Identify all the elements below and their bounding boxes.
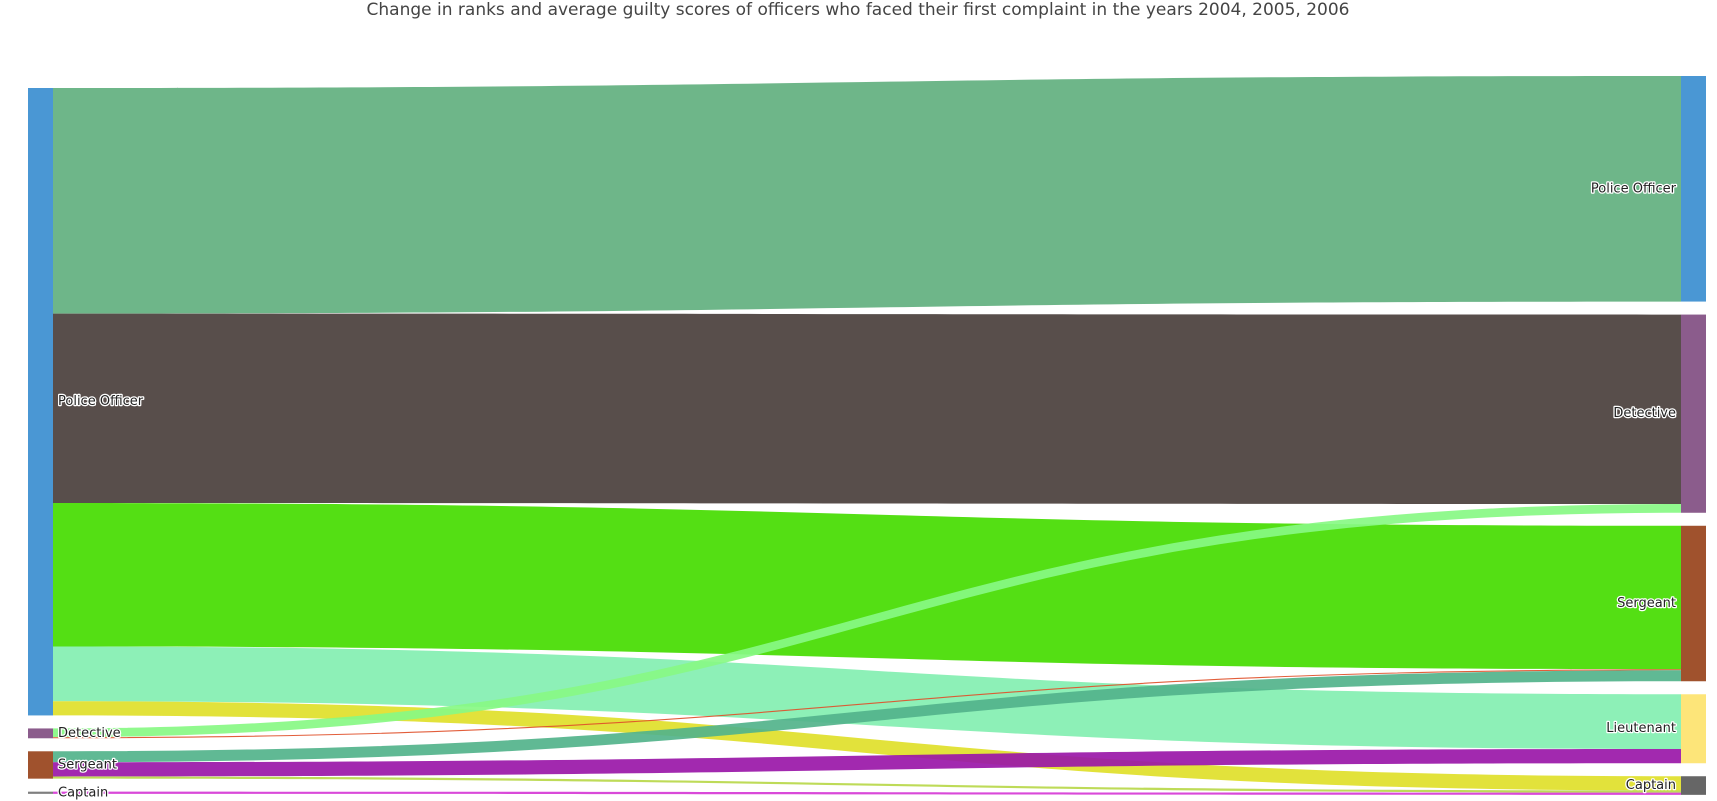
link: [53, 646, 1681, 750]
node: [28, 751, 53, 779]
node: [28, 791, 53, 794]
node-label: Captain: [1626, 778, 1676, 793]
node-label: Sergeant: [1617, 596, 1676, 611]
link: [53, 776, 1681, 793]
link: [53, 504, 1681, 738]
node: [28, 728, 53, 739]
node-label: Police Officer: [58, 394, 144, 409]
link: [53, 503, 1681, 670]
node-label: Detective: [1613, 406, 1676, 421]
node-label: Detective: [58, 726, 121, 741]
link: [53, 791, 1681, 795]
node-label: Police Officer: [1591, 181, 1677, 196]
link: [53, 76, 1681, 314]
node-label: Lieutenant: [1606, 721, 1676, 736]
node: [1681, 525, 1706, 682]
link: [53, 749, 1681, 777]
node: [1681, 776, 1706, 795]
link: [53, 313, 1681, 505]
nodes: Police Officer Detective Sergeant Captain Po…: [28, 76, 1706, 801]
node-label: Captain: [58, 785, 108, 800]
node: [1681, 694, 1706, 764]
node: [1681, 314, 1706, 513]
link: [53, 670, 1681, 763]
node: [1681, 76, 1706, 302]
link: [53, 701, 1681, 791]
links: [53, 76, 1681, 795]
link: [53, 669, 1681, 739]
node: [28, 88, 53, 716]
node-label: Sergeant: [58, 757, 117, 772]
chart-title: Change in ranks and average guilty score…: [367, 0, 1350, 20]
